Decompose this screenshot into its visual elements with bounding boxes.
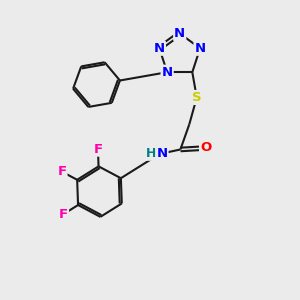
Text: N: N: [174, 27, 185, 40]
Text: F: F: [57, 165, 67, 178]
Text: H: H: [146, 147, 157, 160]
Text: F: F: [59, 208, 68, 221]
Text: N: N: [156, 147, 167, 161]
Text: F: F: [93, 142, 103, 156]
Text: S: S: [192, 91, 202, 104]
Text: N: N: [194, 42, 206, 55]
Text: N: N: [154, 42, 165, 55]
Text: N: N: [162, 66, 173, 79]
Text: O: O: [200, 142, 211, 154]
